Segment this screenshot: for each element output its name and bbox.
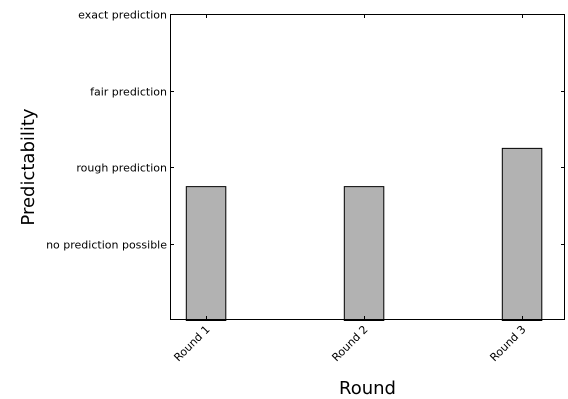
x-tick-label-1: Round 1 [171,323,212,364]
bar-1 [185,186,227,321]
y-tick-label-3: fair prediction [90,86,167,99]
y-tick-label-1: no prediction possible [46,239,167,252]
x-tick-label-3: Round 3 [487,323,528,364]
x-tick-label-2: Round 2 [329,323,370,364]
y-axis-title: Predictability [18,108,39,226]
bars-layer [185,147,543,321]
x-axis-title: Round [339,378,396,399]
bar-2 [343,186,385,321]
bar-3 [501,147,543,321]
y-tick-label-2: rough prediction [76,162,167,175]
y-ticks-layer: no prediction possible rough prediction fa… [46,9,565,252]
y-tick-label-4: exact prediction [78,9,167,22]
